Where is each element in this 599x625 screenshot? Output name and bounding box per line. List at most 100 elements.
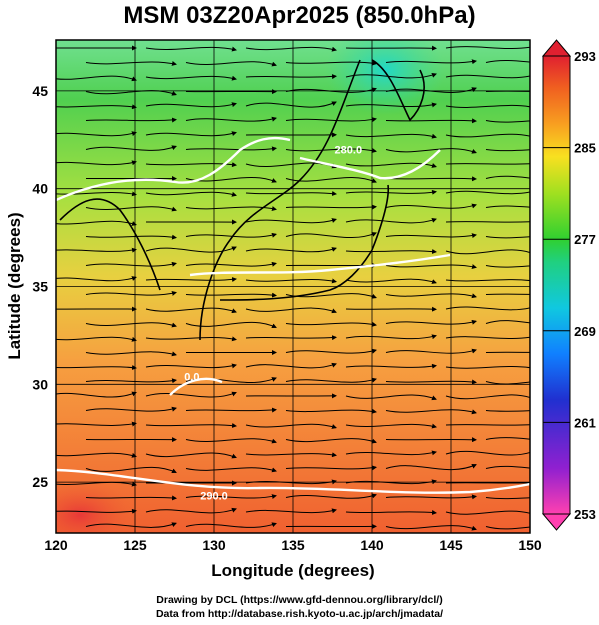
streamline xyxy=(445,450,530,456)
streamline xyxy=(145,75,237,81)
x-tick-label: 145 xyxy=(439,537,463,553)
streamline xyxy=(385,118,477,124)
streamline xyxy=(445,424,530,426)
streamline xyxy=(245,362,337,369)
streamline xyxy=(85,206,177,212)
streamline xyxy=(85,351,177,357)
streamline xyxy=(56,276,137,282)
streamline xyxy=(85,290,177,296)
colorbar-tick-label: 293 xyxy=(574,49,596,64)
streamline xyxy=(145,246,237,253)
x-axis-label: Longitude (degrees) xyxy=(211,561,374,580)
x-tick-label: 150 xyxy=(518,537,542,553)
streamline xyxy=(245,307,337,314)
streamline xyxy=(145,276,237,282)
colorbar-tick-label: 261 xyxy=(574,415,596,430)
y-axis-label: Latitude (degrees) xyxy=(5,212,24,359)
streamline xyxy=(185,292,277,298)
streamline xyxy=(485,320,530,324)
streamline xyxy=(145,131,237,137)
streamline xyxy=(85,117,177,123)
streamline xyxy=(445,394,530,400)
streamline xyxy=(445,74,530,79)
colorbar: 293 285 277 269 261 253 xyxy=(541,39,596,531)
warm-region xyxy=(56,480,135,533)
y-tick-label: 45 xyxy=(32,83,48,99)
streamline xyxy=(245,191,337,197)
streamline xyxy=(385,148,477,154)
streamline xyxy=(445,249,530,255)
streamline xyxy=(85,145,177,151)
streamline xyxy=(85,261,177,267)
streamline xyxy=(485,410,530,412)
streamline xyxy=(485,175,530,179)
streamline xyxy=(385,409,477,415)
streamline xyxy=(385,525,477,531)
streamline xyxy=(85,322,177,328)
y-tick-label: 35 xyxy=(32,279,48,295)
streamline xyxy=(185,206,277,211)
contour-label: 0.0 xyxy=(184,371,199,383)
contour-label: 290.0 xyxy=(200,491,228,503)
credits: Drawing by DCL (https://www.gfd-dennou.o… xyxy=(0,593,599,621)
streamline xyxy=(56,191,137,197)
streamline xyxy=(445,190,530,195)
streamline xyxy=(345,394,437,401)
streamline xyxy=(445,104,530,108)
streamline xyxy=(185,407,277,413)
streamline xyxy=(385,264,477,269)
streamline xyxy=(56,131,137,137)
streamline xyxy=(56,220,137,226)
streamline xyxy=(485,437,530,440)
streamline xyxy=(445,133,530,138)
streamline xyxy=(345,133,437,139)
streamline xyxy=(345,450,437,456)
streamline xyxy=(285,204,377,210)
streamline xyxy=(485,293,530,295)
colorbar-bottom-triangle xyxy=(541,513,572,531)
streamline xyxy=(56,421,137,427)
streamline xyxy=(145,162,237,168)
streamline xyxy=(285,60,377,66)
colorbar-tick-label: 277 xyxy=(574,232,596,247)
streamline xyxy=(56,481,137,487)
streamline xyxy=(445,366,530,369)
streamline xyxy=(85,61,177,66)
streamline xyxy=(345,509,437,515)
streamline xyxy=(245,452,337,458)
streamline xyxy=(185,61,277,67)
x-tick-labels: 120 125 130 135 140 145 150 xyxy=(44,537,542,553)
streamline xyxy=(145,452,237,459)
streamline xyxy=(145,507,237,514)
streamline xyxy=(85,466,177,474)
streamline xyxy=(285,348,377,354)
streamline xyxy=(285,377,377,383)
streamline xyxy=(445,510,530,515)
lat-lon-grid xyxy=(56,40,530,533)
streamline xyxy=(385,379,477,385)
streamline xyxy=(285,321,377,327)
streamline xyxy=(245,247,337,253)
streamline xyxy=(185,261,277,267)
streamline xyxy=(445,306,530,311)
streamline xyxy=(285,493,377,499)
colorbar-tick-label: 285 xyxy=(574,141,596,156)
streamline xyxy=(145,363,237,369)
streamline xyxy=(345,423,437,429)
streamline xyxy=(385,203,477,209)
streamline xyxy=(285,408,377,414)
streamline xyxy=(385,463,477,471)
y-tick-label: 25 xyxy=(32,474,48,490)
colorbar-tick-label: 253 xyxy=(574,507,596,522)
wind-streamlines xyxy=(56,45,530,531)
streamline xyxy=(56,336,137,342)
streamline xyxy=(485,59,530,63)
streamline xyxy=(445,46,530,50)
x-tick-label: 125 xyxy=(123,537,147,553)
streamline xyxy=(385,494,477,500)
credit-drawing: Drawing by DCL (https://www.gfd-dennou.o… xyxy=(156,594,443,606)
streamline xyxy=(285,148,377,153)
streamline xyxy=(485,497,530,500)
streamline xyxy=(485,120,530,123)
streamline xyxy=(85,522,177,528)
